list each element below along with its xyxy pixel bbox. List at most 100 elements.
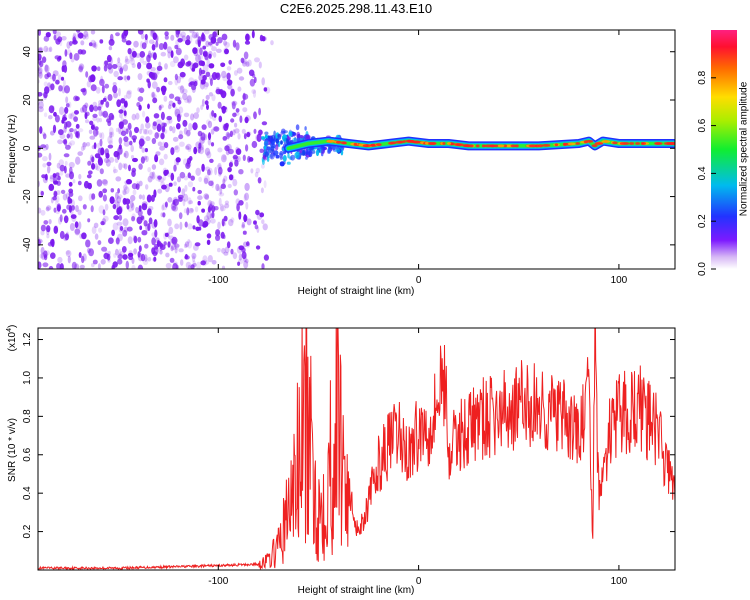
noise-dot <box>72 179 76 184</box>
noise-dot <box>217 101 222 109</box>
noise-dot <box>137 236 142 243</box>
noise-dot <box>41 56 47 63</box>
noise-dot <box>99 39 104 44</box>
noise-dot <box>152 121 157 127</box>
noise-dot <box>175 47 182 56</box>
noise-dot <box>118 162 123 171</box>
noise-dot <box>112 203 117 210</box>
noise-dot <box>100 132 105 140</box>
noise-dot <box>129 54 135 62</box>
noise-dot <box>138 138 145 147</box>
noise-dot <box>140 33 145 40</box>
noise-dot <box>100 111 105 117</box>
noise-dot <box>198 143 204 151</box>
noise-dot <box>174 73 178 81</box>
noise-dot <box>138 205 142 212</box>
cluster-dot <box>305 156 308 160</box>
noise-dot <box>122 188 127 196</box>
noise-dot <box>169 93 175 99</box>
noise-dot <box>76 131 80 139</box>
noise-dot <box>113 91 118 99</box>
noise-dot <box>42 262 49 268</box>
noise-dot <box>117 57 121 64</box>
noise-dot <box>38 66 41 72</box>
noise-dot <box>186 35 191 41</box>
ridge-mark <box>538 144 544 148</box>
noise-dot <box>115 32 120 37</box>
noise-dot <box>77 128 84 133</box>
spectrogram-x-axis: -100 0 100 <box>208 30 628 286</box>
noise-dot <box>53 207 57 213</box>
cluster-dot <box>315 149 320 157</box>
noise-dot <box>221 70 227 79</box>
noise-dot <box>152 52 157 60</box>
noise-dot <box>48 183 55 191</box>
noise-dot <box>86 174 92 179</box>
noise-dot <box>101 179 108 185</box>
snr-y-multiplier-exp: 4 <box>6 328 13 332</box>
noise-dot <box>184 184 188 192</box>
noise-dot <box>197 36 202 45</box>
noise-dot <box>168 182 173 187</box>
noise-dot <box>78 65 84 73</box>
noise-dot <box>122 229 128 237</box>
noise-dot <box>108 140 113 146</box>
noise-dot <box>89 154 94 162</box>
noise-dot <box>193 112 200 119</box>
noise-dot <box>137 62 142 70</box>
noise-dot <box>55 31 61 37</box>
noise-dot <box>89 104 94 113</box>
noise-dot <box>83 180 90 189</box>
noise-dot <box>88 193 94 202</box>
noise-dot <box>151 81 158 89</box>
noise-dot <box>178 197 183 202</box>
noise-dot <box>123 101 128 108</box>
noise-dot <box>53 111 57 117</box>
noise-dot <box>78 252 82 258</box>
noise-dot <box>55 38 61 45</box>
noise-dot <box>61 119 65 124</box>
noise-dot <box>256 226 260 234</box>
noise-dot <box>46 225 51 233</box>
noise-dot <box>55 172 60 177</box>
noise-dot <box>218 166 223 175</box>
ridge-mark <box>409 140 415 143</box>
noise-dot <box>164 35 169 40</box>
noise-dot <box>217 247 221 253</box>
noise-dot <box>67 196 71 205</box>
cluster-dot <box>266 146 272 151</box>
noise-dot <box>140 215 144 220</box>
noise-dot <box>88 42 93 47</box>
noise-dot <box>196 107 200 114</box>
noise-dot <box>145 136 151 142</box>
noise-dot <box>151 164 157 170</box>
noise-dot <box>153 219 158 228</box>
noise-dot <box>175 157 181 163</box>
noise-dot <box>75 205 79 212</box>
ridge-mark <box>575 142 580 145</box>
noise-dot <box>119 112 123 119</box>
noise-dot <box>118 214 123 221</box>
noise-dot <box>263 87 268 92</box>
noise-dot <box>182 93 188 101</box>
noise-dot <box>216 185 220 192</box>
noise-dot <box>127 122 132 130</box>
noise-dot <box>74 221 79 229</box>
noise-scatter <box>38 30 274 269</box>
noise-dot <box>48 84 53 92</box>
noise-dot <box>208 50 213 58</box>
noise-dot <box>160 212 164 218</box>
noise-dot <box>228 162 233 168</box>
noise-dot <box>92 101 98 107</box>
noise-dot <box>40 230 45 236</box>
noise-dot <box>247 59 252 67</box>
noise-dot <box>208 180 214 187</box>
noise-dot <box>70 199 75 208</box>
noise-dot <box>218 89 223 95</box>
noise-dot <box>261 77 266 86</box>
noise-dot <box>160 181 165 187</box>
noise-dot <box>113 150 119 158</box>
cluster-dot <box>296 131 301 139</box>
noise-dot <box>116 207 121 216</box>
noise-dot <box>147 208 152 216</box>
